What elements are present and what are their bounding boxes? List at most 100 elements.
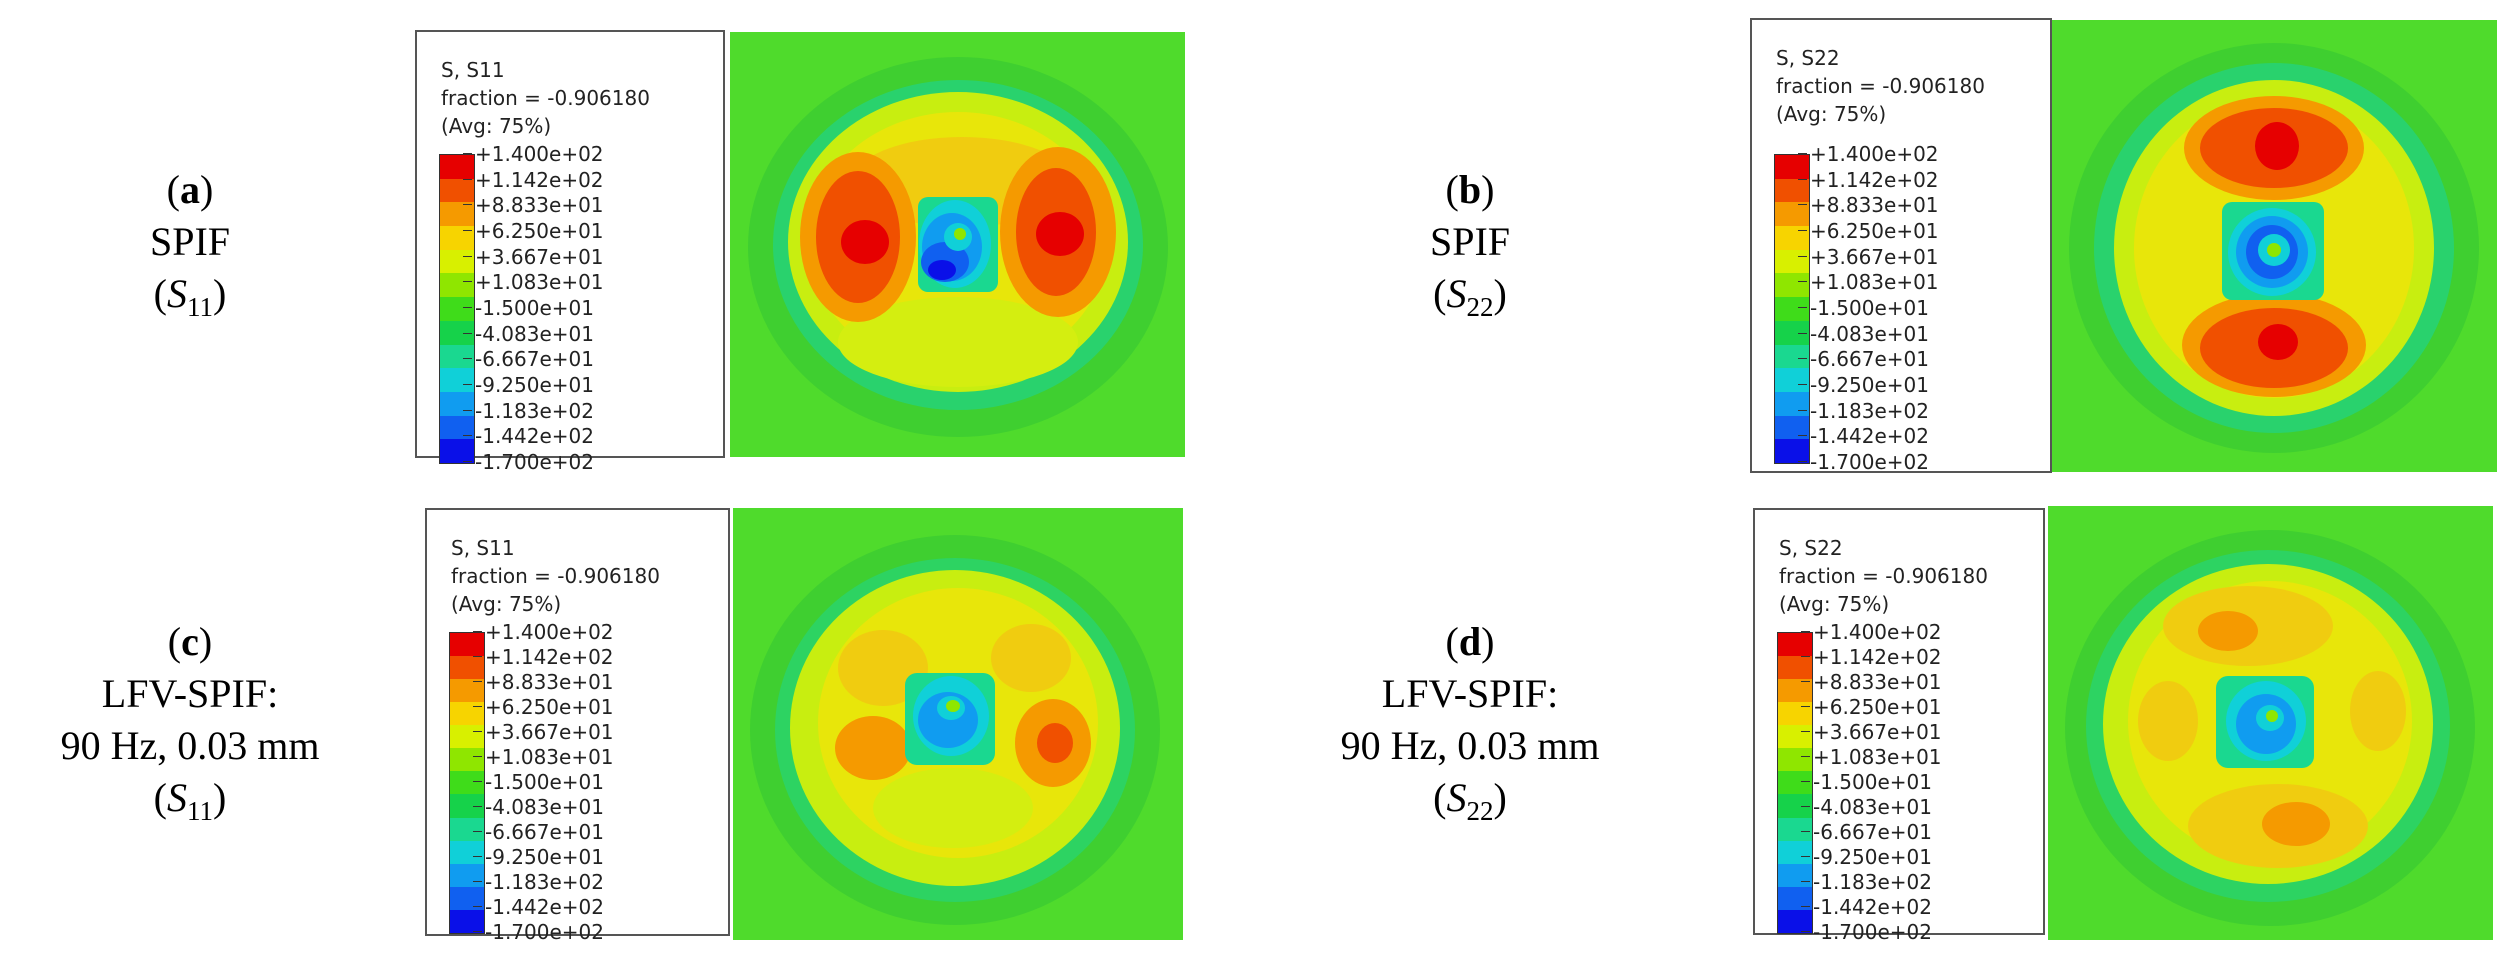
caption-b: (b) SPIF (S22) xyxy=(1370,164,1570,333)
scale-tick-label: -4.083e+01 xyxy=(1801,795,1932,819)
caption-letter: a xyxy=(180,167,200,212)
caption-letter: c xyxy=(181,619,199,664)
scale-tick-label: +8.833e+01 xyxy=(473,670,614,694)
scale-swatch xyxy=(450,863,484,887)
scale-swatch xyxy=(1778,794,1812,818)
scale-tick-label: -9.250e+01 xyxy=(1801,845,1932,869)
legend-c: S, S11 fraction = -0.906180 (Avg: 75%) +… xyxy=(425,508,730,944)
scale-tick-label: +6.250e+01 xyxy=(1801,695,1942,719)
scale-swatch xyxy=(1775,391,1809,416)
scale-tick-label: +1.083e+01 xyxy=(473,745,614,769)
scale-swatch xyxy=(1778,702,1812,726)
caption-method: SPIF xyxy=(1429,219,1511,264)
scale-tick-label: -4.083e+01 xyxy=(463,321,594,346)
scale-tick-label: +1.142e+02 xyxy=(473,645,614,669)
scale-tick-label: -6.667e+01 xyxy=(473,820,604,844)
color-scale xyxy=(439,154,475,464)
scale-swatch xyxy=(450,702,484,726)
scale-swatch xyxy=(450,679,484,703)
scale-tick-label: -1.183e+02 xyxy=(1798,398,1929,423)
legend-d: S, S22 fraction = -0.906180 (Avg: 75%) +… xyxy=(1753,508,2045,944)
scale-tick-label: +1.083e+01 xyxy=(1798,270,1939,295)
scale-swatch xyxy=(1778,909,1812,933)
scale-swatch xyxy=(440,226,474,250)
scale-tick-label: +8.833e+01 xyxy=(463,193,604,218)
scale-swatch xyxy=(440,273,474,298)
scale-swatch xyxy=(1775,178,1809,203)
caption-subscript: 22 xyxy=(1466,292,1494,322)
scale-tick-label: +1.142e+02 xyxy=(1801,645,1942,669)
scale-tick-label: +3.667e+01 xyxy=(473,720,614,744)
contour-plot-d xyxy=(2048,506,2493,940)
scale-swatch xyxy=(1778,679,1812,703)
contour-plot-c xyxy=(733,508,1183,940)
scale-tick-label: -1.442e+02 xyxy=(473,895,604,919)
legend-variable: S, S11 xyxy=(441,58,505,82)
scale-tick-label: -1.500e+01 xyxy=(1798,296,1929,320)
caption-subscript: 11 xyxy=(187,292,213,322)
scale-tick-label: -6.667e+01 xyxy=(1801,820,1932,844)
legend-average: (Avg: 75%) xyxy=(1779,592,1890,616)
scale-swatch xyxy=(1775,249,1809,274)
scale-swatch xyxy=(1778,886,1812,910)
caption-method: SPIF xyxy=(149,219,231,264)
scale-swatch xyxy=(440,415,474,440)
scale-swatch xyxy=(440,249,474,274)
scale-tick-label: -1.442e+02 xyxy=(463,424,594,449)
caption-method: LFV-SPIF: xyxy=(101,671,279,716)
scale-swatch xyxy=(1775,320,1809,345)
scale-tick-label: -1.500e+01 xyxy=(473,770,604,794)
scale-tick-label: -1.183e+02 xyxy=(1801,870,1932,894)
scale-tick-label: -1.442e+02 xyxy=(1798,424,1929,449)
caption-a: (a) SPIF (S11) xyxy=(90,164,290,333)
scale-swatch xyxy=(1775,439,1809,463)
scale-swatch xyxy=(440,368,474,392)
scale-tick-label: -1.183e+02 xyxy=(473,870,604,894)
scale-swatch xyxy=(450,840,484,864)
legend-variable: S, S22 xyxy=(1776,46,1840,70)
legend-fraction: fraction = -0.906180 xyxy=(1779,564,1988,588)
scale-tick-label: +1.400e+02 xyxy=(473,620,614,644)
scale-swatch xyxy=(1778,748,1812,772)
scale-swatch xyxy=(450,771,484,795)
scale-tick-label: +1.400e+02 xyxy=(463,142,604,166)
caption-c: (c) LFV-SPIF: 90 Hz, 0.03 mm (S11) xyxy=(10,616,370,837)
scale-tick-label: -6.667e+01 xyxy=(1798,347,1929,372)
scale-swatch xyxy=(1778,725,1812,749)
scale-tick-label: +6.250e+01 xyxy=(473,695,614,719)
scale-tick-label: +8.833e+01 xyxy=(1801,670,1942,694)
contour-plot-a xyxy=(730,32,1185,457)
caption-component: S xyxy=(1446,775,1467,820)
scale-swatch xyxy=(450,656,484,680)
caption-subscript: 22 xyxy=(1466,796,1494,826)
scale-tick-label: -1.500e+01 xyxy=(463,296,594,320)
scale-tick-label: -1.700e+02 xyxy=(1798,450,1929,474)
scale-swatch xyxy=(450,817,484,841)
scale-swatch xyxy=(1778,656,1812,680)
caption-component: S xyxy=(1446,271,1467,316)
scale-tick-label: +1.142e+02 xyxy=(1798,167,1939,192)
caption-subscript: 11 xyxy=(187,796,213,826)
scale-tick-label: -1.500e+01 xyxy=(1801,770,1932,794)
scale-tick-label: -1.442e+02 xyxy=(1801,895,1932,919)
scale-swatch xyxy=(1778,817,1812,841)
scale-swatch xyxy=(1775,155,1809,179)
caption-component: S xyxy=(167,775,187,820)
scale-swatch xyxy=(440,297,474,321)
scale-tick-label: -1.700e+02 xyxy=(1801,920,1932,944)
color-scale xyxy=(449,632,485,934)
scale-swatch xyxy=(440,391,474,416)
legend-a: S, S11 fraction = -0.906180 (Avg: 75%) +… xyxy=(415,30,725,474)
scale-tick-label: -4.083e+01 xyxy=(1798,321,1929,346)
color-scale xyxy=(1774,154,1810,464)
scale-tick-label: -6.667e+01 xyxy=(463,347,594,372)
scale-tick-label: +3.667e+01 xyxy=(1798,244,1939,269)
scale-swatch xyxy=(1775,202,1809,227)
scale-swatch xyxy=(450,633,484,657)
scale-tick-label: +1.083e+01 xyxy=(1801,745,1942,769)
scale-swatch xyxy=(440,178,474,203)
scale-swatch xyxy=(1778,863,1812,887)
scale-swatch xyxy=(440,344,474,369)
legend-fraction: fraction = -0.906180 xyxy=(441,86,650,110)
scale-swatch xyxy=(1778,771,1812,795)
